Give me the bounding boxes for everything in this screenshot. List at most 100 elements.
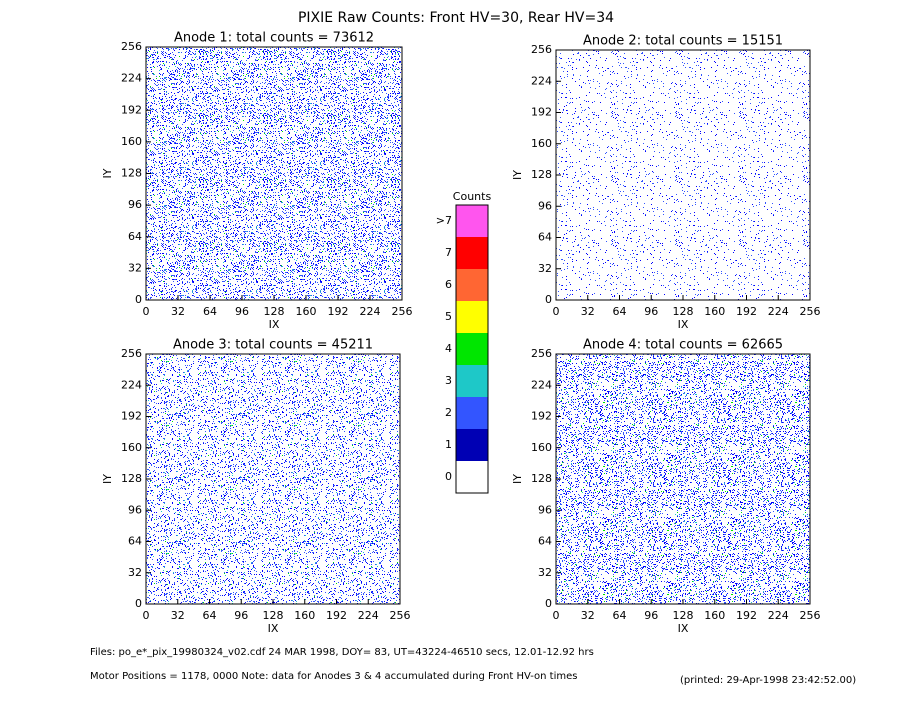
- x-tick-label: 64: [203, 609, 217, 622]
- colorbar-label: 5: [445, 310, 452, 323]
- y-tick-label: 128: [531, 168, 552, 181]
- colorbar-label: 3: [445, 374, 452, 387]
- y-tick-label: 32: [128, 566, 142, 579]
- x-tick-label: 96: [235, 305, 249, 318]
- y-tick-label: 160: [121, 441, 142, 454]
- y-tick-label: 32: [538, 566, 552, 579]
- y-tick-label: 128: [531, 472, 552, 485]
- y-tick-label: 160: [121, 135, 142, 148]
- colorbar-label: >7: [436, 214, 452, 227]
- y-tick-label: 128: [121, 472, 142, 485]
- x-tick-label: 224: [768, 609, 789, 622]
- count-texture: [556, 50, 810, 300]
- panel-title: Anode 1: total counts = 73612: [174, 31, 374, 46]
- panel-title: Anode 2: total counts = 15151: [583, 34, 783, 49]
- x-tick-label: 192: [326, 609, 347, 622]
- colorbar-swatch: [456, 205, 488, 237]
- y-tick-label: 256: [531, 43, 552, 56]
- x-tick-label: 32: [171, 305, 185, 318]
- x-tick-label: 192: [328, 305, 349, 318]
- y-axis-label: IY: [101, 168, 114, 178]
- colorbar-swatch: [456, 365, 488, 397]
- colorbar-swatch: [456, 237, 488, 269]
- x-tick-label: 0: [143, 609, 150, 622]
- x-axis-label: IX: [269, 318, 280, 331]
- x-tick-label: 256: [800, 609, 821, 622]
- y-tick-label: 96: [128, 198, 142, 211]
- colorbar-label: 4: [445, 342, 452, 355]
- y-tick-label: 64: [538, 231, 552, 244]
- y-tick-label: 96: [538, 503, 552, 516]
- y-tick-label: 160: [531, 441, 552, 454]
- figure-title: PIXIE Raw Counts: Front HV=30, Rear HV=3…: [298, 10, 614, 26]
- colorbar-label: 0: [445, 470, 452, 483]
- colorbar-swatch: [456, 429, 488, 461]
- y-tick-label: 224: [531, 378, 552, 391]
- panel-title: Anode 3: total counts = 45211: [173, 338, 373, 353]
- x-axis-label: IX: [678, 318, 689, 331]
- x-tick-label: 160: [704, 609, 725, 622]
- y-tick-label: 192: [531, 410, 552, 423]
- y-tick-label: 192: [531, 106, 552, 119]
- y-tick-label: 224: [531, 74, 552, 87]
- x-tick-label: 128: [264, 305, 285, 318]
- y-axis-label: IY: [511, 474, 524, 484]
- x-tick-label: 224: [358, 609, 379, 622]
- colorbar-frame: [455, 204, 489, 494]
- x-tick-label: 0: [143, 305, 150, 318]
- y-tick-label: 256: [531, 347, 552, 360]
- count-texture: [146, 354, 400, 604]
- colorbar-swatch: [456, 333, 488, 365]
- x-tick-label: 0: [553, 609, 560, 622]
- x-tick-label: 96: [644, 609, 658, 622]
- x-tick-label: 160: [296, 305, 317, 318]
- x-tick-label: 192: [736, 305, 757, 318]
- y-tick-label: 224: [121, 72, 142, 85]
- x-tick-label: 192: [736, 609, 757, 622]
- y-axis-label: IY: [101, 474, 114, 484]
- colorbar-swatch: [456, 269, 488, 301]
- y-tick-label: 64: [128, 230, 142, 243]
- panel-title: Anode 4: total counts = 62665: [583, 338, 783, 353]
- count-texture: [556, 354, 810, 604]
- y-tick-label: 96: [538, 199, 552, 212]
- footer-printed: (printed: 29-Apr-1998 23:42:52.00): [680, 675, 856, 686]
- x-tick-label: 32: [171, 609, 185, 622]
- x-tick-label: 128: [673, 305, 694, 318]
- colorbar-title: Counts: [453, 190, 492, 203]
- count-texture: [146, 47, 402, 300]
- colorbar-label: 7: [445, 246, 452, 259]
- x-tick-label: 64: [613, 305, 627, 318]
- y-tick-label: 96: [128, 503, 142, 516]
- x-tick-label: 64: [203, 305, 217, 318]
- colorbar-label: 1: [445, 438, 452, 451]
- x-tick-label: 224: [360, 305, 381, 318]
- y-tick-label: 0: [135, 597, 142, 610]
- y-tick-label: 128: [121, 167, 142, 180]
- x-tick-label: 256: [392, 305, 413, 318]
- colorbar-label: 2: [445, 406, 452, 419]
- x-tick-label: 32: [581, 305, 595, 318]
- footer-files: Files: po_e*_pix_19980324_v02.cdf 24 MAR…: [90, 647, 594, 658]
- x-tick-label: 64: [613, 609, 627, 622]
- colorbar-label: 6: [445, 278, 452, 291]
- x-tick-label: 32: [581, 609, 595, 622]
- x-tick-label: 96: [644, 305, 658, 318]
- x-tick-label: 256: [390, 609, 411, 622]
- colorbar-swatch: [456, 397, 488, 429]
- y-tick-label: 32: [538, 262, 552, 275]
- colorbar-swatch: [456, 461, 488, 493]
- y-axis-label: IY: [511, 170, 524, 180]
- footer-note: Motor Positions = 1178, 0000 Note: data …: [90, 671, 577, 682]
- y-tick-label: 64: [128, 535, 142, 548]
- y-tick-label: 160: [531, 137, 552, 150]
- x-tick-label: 256: [800, 305, 821, 318]
- y-tick-label: 0: [545, 597, 552, 610]
- y-tick-label: 64: [538, 535, 552, 548]
- x-tick-label: 128: [263, 609, 284, 622]
- x-tick-label: 96: [234, 609, 248, 622]
- colorbar-swatch: [456, 301, 488, 333]
- y-tick-label: 224: [121, 378, 142, 391]
- x-axis-label: IX: [268, 622, 279, 635]
